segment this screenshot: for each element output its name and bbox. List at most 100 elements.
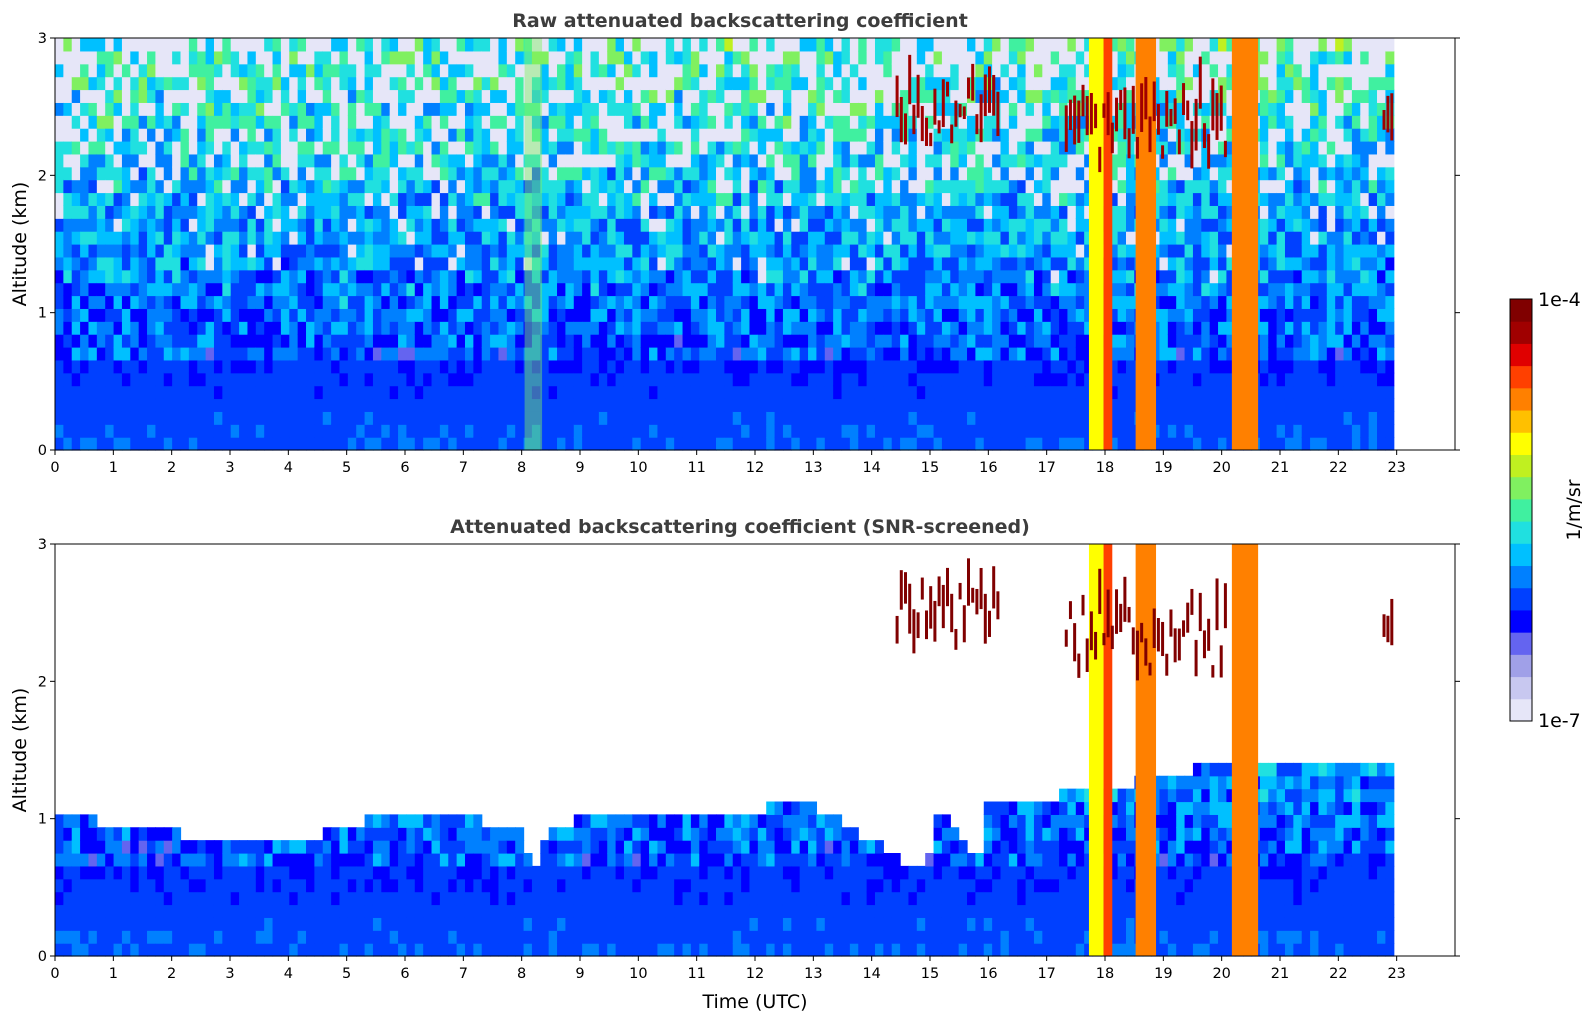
heatmap-cell (916, 295, 926, 309)
heatmap-cell (607, 282, 617, 297)
heatmap-cell (180, 141, 190, 155)
heatmap-cell (883, 102, 893, 116)
heatmap-cell (239, 295, 249, 309)
heatmap-cell (640, 63, 650, 78)
heatmap-cell (155, 166, 165, 181)
heatmap-cell (1042, 115, 1052, 129)
heatmap-cell (121, 385, 131, 400)
heatmap-cell (674, 63, 684, 78)
heatmap-cell (808, 308, 818, 322)
heatmap-cell (1226, 102, 1236, 116)
heatmap-cell (1335, 192, 1345, 206)
heatmap-cell (1159, 76, 1169, 91)
heatmap-cell (1268, 153, 1278, 168)
heatmap-cell (1201, 256, 1211, 271)
heatmap-cell (1025, 256, 1035, 271)
heatmap-cell (80, 282, 90, 297)
heatmap-cell (1008, 115, 1018, 129)
heatmap-cell (841, 153, 851, 168)
heatmap-cell (900, 398, 910, 412)
heatmap-cell (1268, 282, 1278, 297)
heatmap-cell (515, 218, 525, 232)
heatmap-cell (138, 76, 148, 91)
heatmap-cell (1050, 231, 1060, 245)
heatmap-cell (347, 372, 357, 387)
heatmap-cell (741, 231, 751, 245)
heatmap-cell (1268, 50, 1278, 65)
heatmap-cell (799, 153, 809, 168)
heatmap-cell (808, 321, 818, 335)
heatmap-cell (883, 231, 893, 245)
heatmap-cell (322, 218, 332, 232)
heatmap-cell (1167, 398, 1177, 412)
heatmap-cell (782, 321, 792, 335)
heatmap-cell (1326, 128, 1336, 142)
heatmap-cell (849, 166, 859, 181)
heatmap-cell (481, 372, 491, 387)
heatmap-cell (314, 115, 324, 129)
heatmap-cell (289, 256, 299, 271)
heatmap-cell (414, 372, 424, 387)
heatmap-cell (950, 231, 960, 245)
heatmap-cell (372, 411, 382, 425)
heatmap-cell (498, 347, 508, 361)
heatmap-cell (866, 192, 876, 206)
heatmap-cell (674, 50, 684, 65)
heatmap-cell (222, 321, 232, 335)
heatmap-cell (674, 372, 684, 387)
heatmap-cell (632, 411, 642, 425)
heatmap-cell (1059, 334, 1069, 348)
heatmap-cell (1284, 38, 1294, 52)
heatmap-cell (205, 192, 215, 206)
heatmap-cell (515, 76, 525, 91)
heatmap-cell (439, 359, 449, 374)
heatmap-cell (423, 231, 433, 245)
heatmap-cell (222, 115, 232, 129)
heatmap-cell (749, 231, 759, 245)
heatmap-cell (699, 218, 709, 232)
heatmap-cell (1033, 205, 1043, 219)
heatmap-cell (1033, 38, 1043, 52)
heatmap-cell (598, 308, 608, 322)
heatmap-cell (849, 321, 859, 335)
heatmap-cell (339, 153, 349, 168)
heatmap-cell (665, 192, 675, 206)
heatmap-cell (372, 424, 382, 438)
heatmap-cell (1201, 76, 1211, 91)
heatmap-cell (598, 334, 608, 348)
heatmap-cell (774, 411, 784, 425)
heatmap-cell (766, 76, 776, 91)
heatmap-cell (891, 166, 901, 181)
heatmap-cell (690, 372, 700, 387)
heatmap-cell (967, 141, 976, 155)
heatmap-cell (247, 192, 257, 206)
heatmap-cell (364, 50, 374, 65)
heatmap-cell (1209, 269, 1219, 284)
heatmap-cell (983, 38, 993, 52)
heatmap-cell (230, 89, 240, 103)
heatmap-cell (1126, 282, 1135, 297)
heatmap-cell (55, 244, 64, 258)
heatmap-cell (632, 231, 642, 245)
heatmap-cell (1218, 411, 1228, 425)
heatmap-cell (598, 63, 608, 78)
heatmap-cell (314, 282, 324, 297)
heatmap-cell (113, 308, 123, 322)
heatmap-cell (573, 192, 583, 206)
heatmap-cell (113, 385, 123, 400)
heatmap-cell (381, 38, 391, 52)
heatmap-cell (163, 192, 173, 206)
heatmap-cell (481, 424, 491, 438)
heatmap-cell (1067, 128, 1077, 142)
heatmap-cell (1326, 372, 1336, 387)
heatmap-cell (55, 334, 64, 348)
heatmap-cell (858, 256, 868, 271)
heatmap-cell (515, 102, 525, 116)
heatmap-cell (874, 424, 884, 438)
heatmap-cell (481, 63, 491, 78)
heatmap-cell (1259, 437, 1269, 451)
heatmap-cell (623, 153, 633, 168)
heatmap-cell (63, 269, 73, 284)
heatmap-cell (255, 192, 265, 206)
heatmap-cell (841, 38, 851, 52)
